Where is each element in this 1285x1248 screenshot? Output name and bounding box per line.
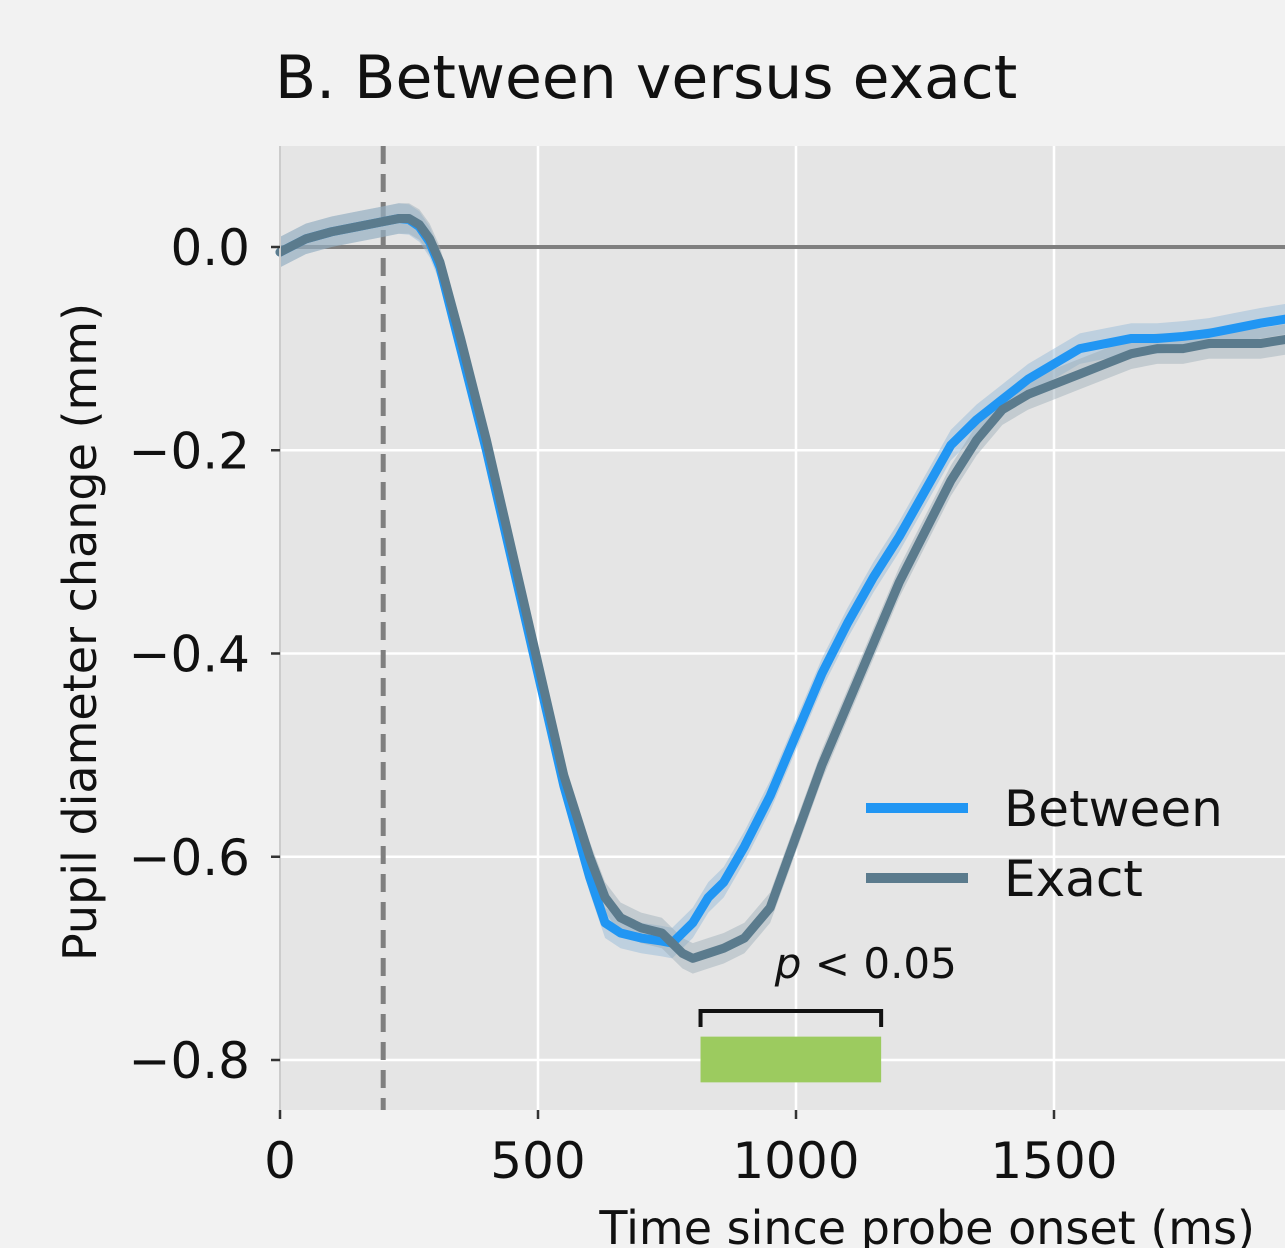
significance-bracket [698, 1009, 884, 1027]
reference-lines [280, 146, 1285, 1110]
significance-marker: p < 0.05 [698, 939, 957, 1083]
y-tick-label: −0.8 [129, 1032, 250, 1090]
significance-label: p < 0.05 [774, 939, 957, 988]
y-tick-label: −0.4 [129, 626, 250, 684]
significance-label-rest: < 0.05 [801, 939, 956, 988]
y-axis-label: Pupil diameter change (mm) [53, 303, 107, 961]
x-tick-label: 1000 [732, 1132, 859, 1190]
legend-label-between: Between [1004, 780, 1223, 838]
x-tick-label: 0 [264, 1132, 296, 1190]
x-axis-label: Time since probe onset (ms) [598, 1201, 1255, 1248]
significance-label-p: p [774, 939, 802, 988]
y-tick-label: 0.0 [170, 219, 250, 277]
x-tick-label: 1500 [990, 1132, 1117, 1190]
y-tick-label: −0.2 [129, 422, 250, 480]
y-tick-label: −0.6 [129, 829, 250, 887]
chart-title: B. Between versus exact [275, 43, 1017, 113]
series-lines [275, 214, 1285, 963]
legend-label-exact: Exact [1004, 850, 1143, 908]
axes: 0 500 1000 1500 0.0 −0.2 −0.4 −0.6 −0.8 [129, 146, 1118, 1190]
x-tick-label: 500 [490, 1132, 585, 1190]
series-line-exact [275, 214, 1285, 963]
legend: Between Exact [866, 780, 1223, 908]
significance-bar [700, 1036, 882, 1083]
